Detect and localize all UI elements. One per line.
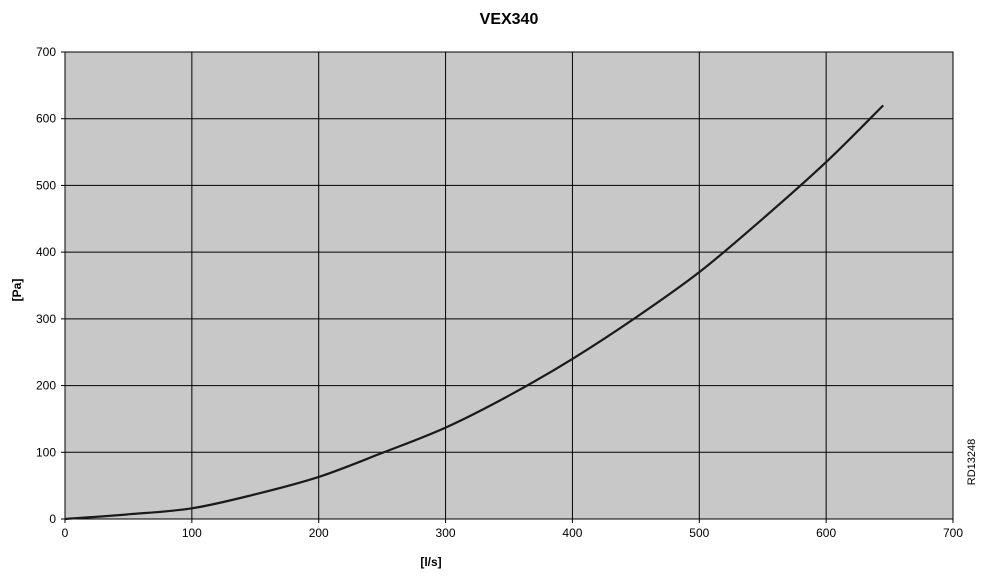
- x-axis-label: [l/s]: [420, 555, 441, 569]
- y-tick-label: 0: [49, 512, 56, 526]
- x-tick-label: 400: [562, 526, 582, 540]
- series-line: [64, 104, 885, 521]
- y-tick-label: 600: [36, 112, 56, 126]
- x-tick-label: 100: [182, 526, 202, 540]
- x-tick-label: 0: [62, 526, 69, 540]
- y-tick-label: 200: [36, 379, 56, 393]
- y-tick-label: 300: [36, 312, 56, 326]
- grid-lines: [64, 51, 954, 520]
- x-tick-label: 200: [309, 526, 329, 540]
- x-axis-ticks: 0 100 200 300 400 500 600 700: [62, 519, 963, 540]
- x-tick-label: 600: [816, 526, 836, 540]
- y-tick-label: 500: [36, 178, 56, 192]
- x-tick-label: 300: [436, 526, 456, 540]
- y-axis-label: [Pa]: [10, 279, 24, 302]
- reference-code: RD13248: [966, 439, 978, 485]
- plot-area: [64, 51, 954, 520]
- x-tick-label: 500: [689, 526, 709, 540]
- y-tick-label: 400: [36, 245, 56, 259]
- y-tick-label: 100: [36, 445, 56, 459]
- y-tick-label: 700: [36, 45, 56, 59]
- y-axis-ticks: 0 100 200 300 400 500 600 700: [36, 45, 65, 526]
- chart-title: VEX340: [480, 11, 539, 28]
- x-tick-label: 700: [943, 526, 963, 540]
